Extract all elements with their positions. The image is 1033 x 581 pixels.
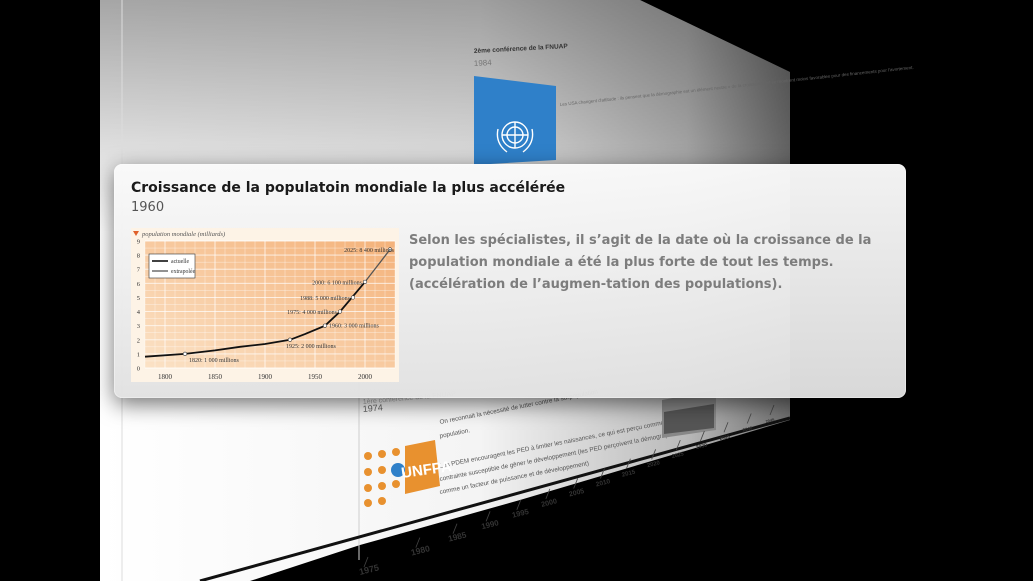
data-point	[387, 247, 393, 252]
data-label: 2000: 6 100 millions	[312, 280, 363, 286]
timeline-axis-label: 2015	[621, 468, 636, 478]
timeline-axis-label: 2025	[671, 451, 684, 460]
timeline-axis	[199, 416, 791, 581]
data-label: 1960: 3 000 millions	[329, 324, 380, 330]
chart-title-marker	[133, 231, 139, 236]
timeline-axis-label: 1975	[358, 562, 380, 577]
chart-plot-area: 0 1 2 3 4 5 6 7 8 9 1800 1850 1900 1950 2000 actuelle ex…	[137, 239, 396, 381]
timeline-axis-labels: 1975 1980 1985 1990 1995 2000 2005 2010 2015 2020…	[358, 404, 776, 577]
data-label: 2025: 8 400 millions	[344, 248, 395, 254]
timeline-axis-label: 2020	[647, 460, 661, 469]
card-description: Selon les spécialistes, il s’agit de la …	[409, 233, 872, 292]
x-tick-label: 2000	[358, 373, 373, 381]
series-line-extrapolée	[364, 249, 391, 283]
data-point	[362, 279, 368, 285]
timeline-axis-label: 2040	[742, 425, 753, 432]
data-point	[182, 351, 188, 356]
timeline-axis-label: 1995	[511, 507, 530, 520]
y-tick-label: 4	[137, 309, 141, 316]
timeline-axis-label: 2045	[765, 417, 776, 424]
unfpa-logo-text: UNFPA	[400, 458, 453, 482]
data-point	[287, 337, 293, 342]
data-label: 1988: 5 000 millions	[300, 296, 351, 302]
timeline-axis-label: 2030	[695, 442, 708, 451]
event-title: 2ème conférence de la FNUAP	[474, 43, 569, 55]
population-chart: population mondiale (milliards) 0 1 2 3 4 5 6 7…	[131, 228, 399, 382]
unfpa-logo: UNFPA	[364, 440, 453, 507]
data-label: 1820: 1 000 millions	[189, 358, 240, 364]
card-title: Croissance de la populatoin mondiale la …	[131, 180, 566, 196]
y-tick-label: 1	[137, 351, 140, 358]
x-tick-label: 1800	[158, 373, 173, 381]
event-year: 1974	[362, 402, 383, 414]
timeline-axis-label: 2010	[595, 478, 611, 488]
timeline-axis-label: 1980	[410, 543, 431, 557]
timeline-axis-label: 2005	[568, 488, 585, 499]
data-label: 1975: 4 000 millions	[287, 310, 338, 316]
y-tick-label: 6	[137, 281, 141, 288]
legend-entry: extrapolée	[171, 269, 196, 275]
timeline-axis-label: 1990	[480, 518, 500, 531]
x-tick-label: 1950	[308, 373, 323, 381]
chart-legend: actuelle extrapolée	[148, 253, 196, 279]
data-point	[337, 309, 343, 314]
timeline-axis-label: 2035	[719, 434, 731, 441]
x-tick-label: 1850	[208, 373, 223, 381]
event-year: 1984	[474, 58, 493, 68]
y-tick-label: 2	[137, 337, 140, 344]
data-point	[322, 323, 328, 328]
data-label: 1925: 2 000 millions	[286, 344, 337, 350]
timeline-axis-label: 2000	[540, 496, 558, 509]
y-tick-label: 8	[137, 253, 140, 260]
data-point	[350, 295, 356, 300]
card-year: 1960	[131, 200, 165, 215]
y-tick-label: 5	[137, 295, 140, 302]
un-emblem-icon	[474, 76, 556, 165]
y-tick-label: 7	[137, 267, 141, 274]
y-tick-label: 9	[137, 239, 140, 246]
event-detail-card[interactable]: Croissance de la populatoin mondiale la …	[114, 164, 906, 398]
x-tick-label: 1900	[258, 373, 273, 381]
chart-title: population mondiale (milliards)	[141, 231, 225, 238]
timeline-axis-label: 1985	[447, 529, 468, 543]
legend-entry: actuelle	[171, 259, 189, 265]
y-tick-label: 3	[137, 323, 140, 330]
y-tick-label: 0	[137, 366, 140, 373]
